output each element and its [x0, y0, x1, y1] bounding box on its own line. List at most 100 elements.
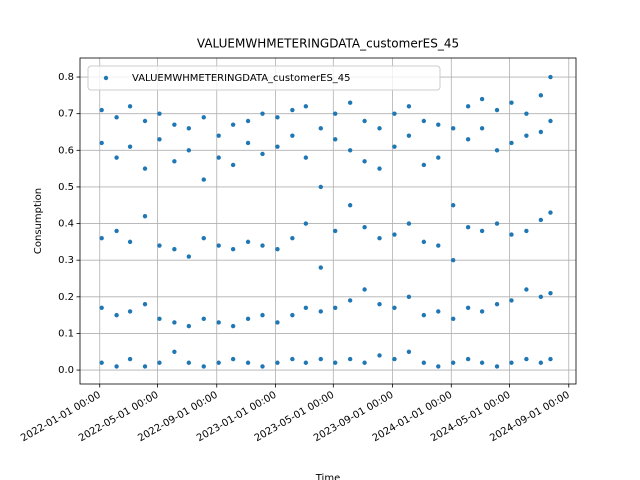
- point: [465, 104, 471, 109]
- point: [479, 360, 485, 365]
- y-tick-label: 0.7: [58, 109, 74, 120]
- point: [186, 148, 192, 153]
- point: [245, 316, 251, 321]
- point: [186, 254, 192, 259]
- point: [216, 155, 221, 160]
- point: [260, 312, 265, 318]
- plot-frame: [79, 57, 577, 385]
- point: [230, 247, 236, 252]
- point: [201, 177, 206, 182]
- point: [333, 305, 338, 311]
- point: [260, 364, 265, 369]
- point: [347, 148, 353, 153]
- point: [260, 111, 265, 116]
- point: [347, 203, 353, 208]
- point: [318, 184, 323, 190]
- point: [392, 144, 397, 149]
- point: [201, 316, 206, 321]
- point: [465, 225, 471, 230]
- point: [275, 247, 280, 252]
- point: [142, 118, 148, 124]
- y-tick-label: 0.5: [58, 182, 74, 193]
- point: [392, 305, 397, 311]
- point: [421, 118, 427, 124]
- point: [362, 225, 367, 230]
- y-tick-label: 0.8: [58, 72, 74, 83]
- legend-label: VALUEMWHMETERINGDATA_customerES_45: [132, 73, 351, 84]
- point: [362, 287, 367, 292]
- legend-box: [87, 65, 441, 91]
- point: [275, 144, 280, 149]
- point: [548, 74, 553, 80]
- point: [142, 214, 148, 219]
- point: [172, 320, 177, 325]
- point: [538, 217, 544, 223]
- point: [406, 349, 412, 354]
- point: [333, 360, 338, 365]
- point: [406, 104, 412, 109]
- point: [436, 243, 441, 248]
- y-tick-label: 0.6: [58, 145, 74, 156]
- point: [114, 364, 119, 369]
- point: [494, 148, 500, 153]
- point: [362, 360, 367, 365]
- point: [333, 228, 338, 234]
- y-tick-label: 0.4: [58, 219, 74, 230]
- point: [290, 133, 295, 138]
- point: [303, 305, 309, 311]
- point: [524, 228, 529, 234]
- point: [436, 364, 441, 369]
- point: [392, 356, 397, 362]
- point: [377, 236, 382, 241]
- point: [127, 239, 133, 245]
- point: [318, 265, 323, 270]
- point: [479, 309, 485, 314]
- point: [114, 155, 119, 160]
- point: [392, 232, 397, 237]
- point: [245, 118, 251, 124]
- scatter-series: [99, 74, 553, 369]
- point: [436, 155, 441, 160]
- point: [142, 364, 148, 369]
- point: [406, 294, 412, 300]
- point: [548, 118, 553, 124]
- point: [524, 287, 529, 292]
- point: [245, 239, 251, 245]
- point: [509, 140, 514, 146]
- point: [421, 360, 427, 365]
- point: [436, 122, 441, 127]
- point: [127, 356, 133, 362]
- point: [494, 107, 500, 113]
- point: [362, 118, 367, 124]
- point: [451, 316, 456, 321]
- point: [538, 93, 544, 98]
- point: [114, 228, 119, 234]
- point: [421, 239, 427, 245]
- point: [509, 298, 514, 303]
- point: [377, 301, 382, 307]
- y-tick-label: 0.0: [58, 365, 74, 376]
- point: [127, 144, 133, 149]
- point: [318, 309, 323, 314]
- point: [290, 107, 295, 113]
- point: [392, 111, 397, 116]
- point: [494, 221, 500, 226]
- point: [99, 140, 104, 146]
- point: [538, 129, 544, 135]
- point: [290, 312, 295, 318]
- point: [303, 155, 309, 160]
- point: [347, 298, 353, 303]
- y-tick-label: 0.2: [58, 292, 74, 303]
- point: [548, 210, 553, 215]
- point: [290, 236, 295, 241]
- point: [333, 111, 338, 116]
- point: [318, 126, 323, 131]
- point: [201, 364, 206, 369]
- point: [142, 301, 148, 307]
- point: [172, 247, 177, 252]
- point: [216, 133, 221, 138]
- point: [451, 203, 456, 208]
- legend: VALUEMWHMETERINGDATA_customerES_45: [87, 65, 441, 91]
- point: [114, 312, 119, 318]
- point: [377, 166, 382, 171]
